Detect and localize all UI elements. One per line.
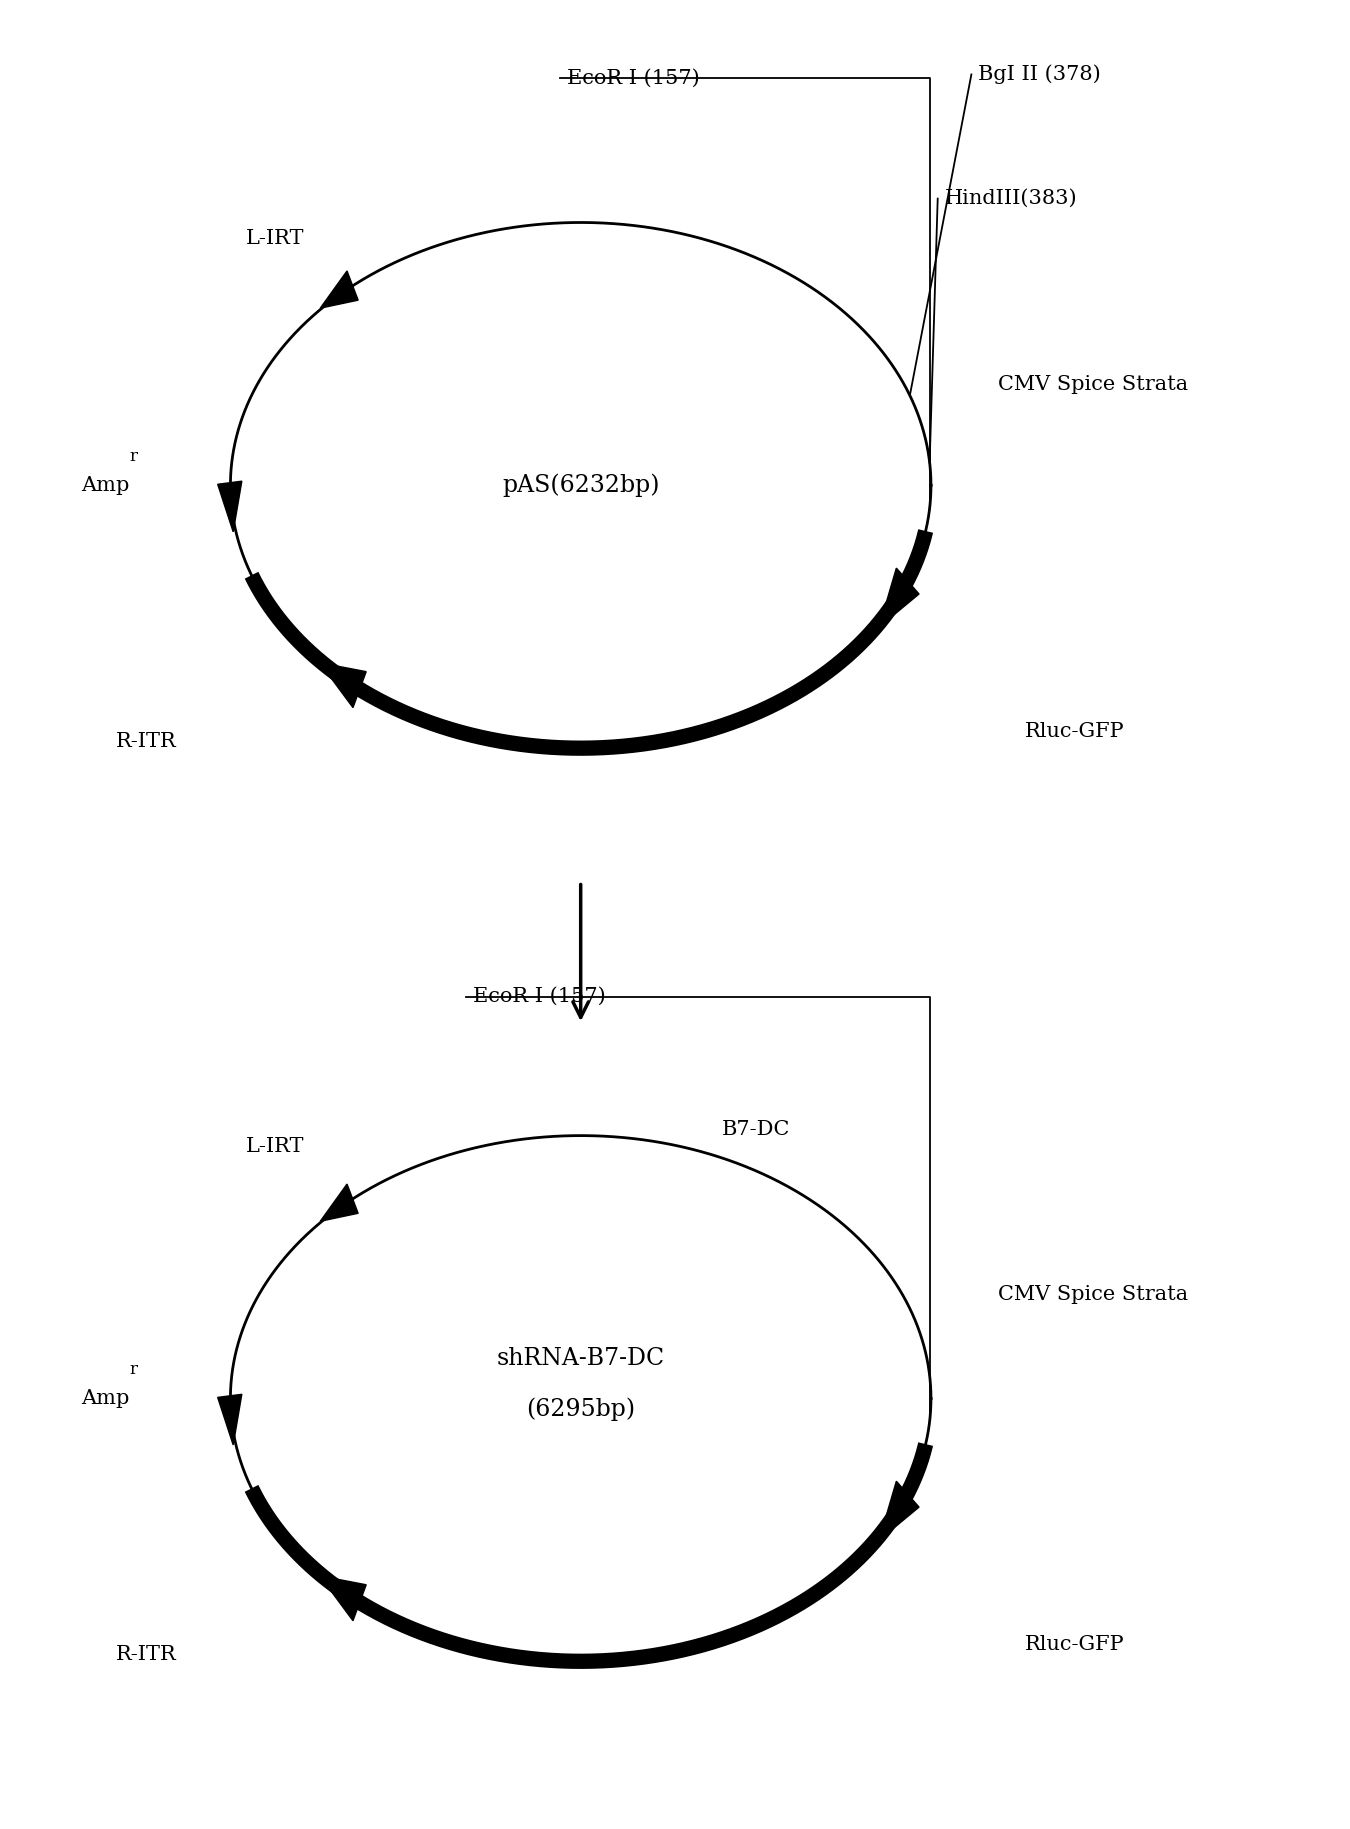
Polygon shape <box>320 662 366 708</box>
Text: B7-DC: B7-DC <box>722 1121 791 1139</box>
Polygon shape <box>320 271 358 307</box>
Text: shRNA-B7-DC: shRNA-B7-DC <box>497 1346 664 1370</box>
Text: Rluc-GFP: Rluc-GFP <box>1025 1635 1125 1655</box>
Text: L-IRT: L-IRT <box>246 229 305 249</box>
Text: r: r <box>130 448 138 465</box>
Text: (6295bp): (6295bp) <box>526 1397 636 1421</box>
Text: pAS(6232bp): pAS(6232bp) <box>502 474 659 497</box>
Polygon shape <box>217 1394 242 1445</box>
Polygon shape <box>320 1183 358 1222</box>
Polygon shape <box>879 1481 919 1540</box>
Text: Amp: Amp <box>81 476 130 496</box>
Polygon shape <box>879 569 919 627</box>
Text: Rluc-GFP: Rluc-GFP <box>1025 722 1125 741</box>
Text: EcoR I (157): EcoR I (157) <box>567 70 699 88</box>
Text: R-ITR: R-ITR <box>116 732 177 750</box>
Text: CMV Spice Strata: CMV Spice Strata <box>999 375 1188 395</box>
Text: Amp: Amp <box>81 1388 130 1408</box>
Text: R-ITR: R-ITR <box>116 1644 177 1664</box>
Text: EcoR I (157): EcoR I (157) <box>472 988 606 1006</box>
Text: HindIII(383): HindIII(383) <box>945 188 1077 209</box>
Text: r: r <box>130 1361 138 1377</box>
Polygon shape <box>320 1577 366 1620</box>
Text: CMV Spice Strata: CMV Spice Strata <box>999 1284 1188 1304</box>
Text: BgI II (378): BgI II (378) <box>979 64 1100 84</box>
Text: L-IRT: L-IRT <box>246 1138 305 1156</box>
Polygon shape <box>217 481 242 532</box>
